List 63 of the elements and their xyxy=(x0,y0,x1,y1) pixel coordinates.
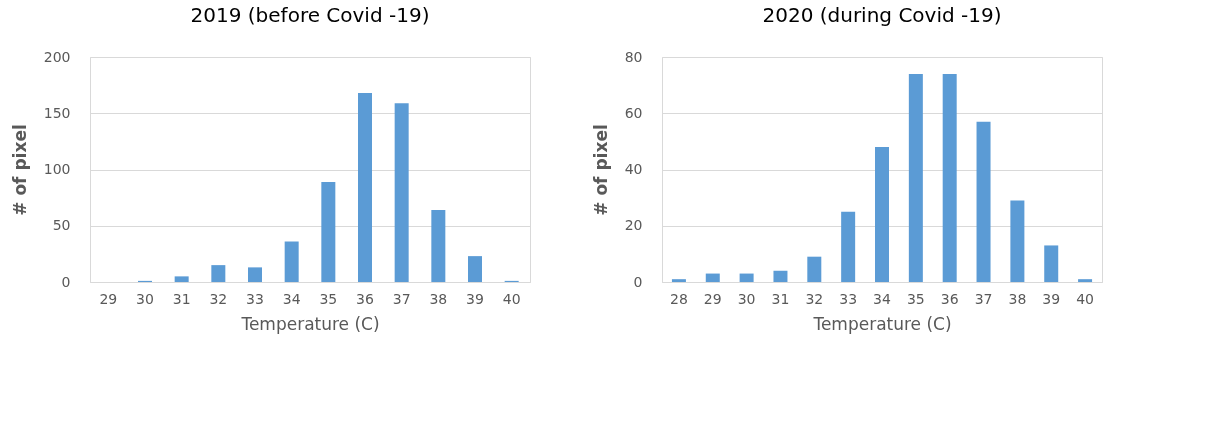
bar xyxy=(284,241,299,282)
x-tick-label: 36 xyxy=(940,290,959,307)
y-tick-label: 60 xyxy=(624,104,643,121)
y-tick-label: 100 xyxy=(43,161,71,177)
x-tick-label: 40 xyxy=(1076,290,1094,307)
x-tick-label: 32 xyxy=(209,290,228,307)
x-tick-label: 29 xyxy=(99,290,118,307)
y-axis-title: # of pixel xyxy=(590,124,611,216)
x-tick-label: 39 xyxy=(1042,290,1061,307)
x-tick-label: 31 xyxy=(771,290,790,307)
y-tick-label: 80 xyxy=(624,48,643,65)
x-axis-title: Temperature (C) xyxy=(240,313,380,334)
y-tick-label: 0 xyxy=(61,273,71,290)
x-tick-label: 30 xyxy=(737,290,756,307)
x-axis-title: Temperature (C) xyxy=(812,313,952,334)
y-tick-label: 200 xyxy=(43,48,71,65)
bar xyxy=(807,256,822,282)
bar xyxy=(875,147,889,282)
x-tick-label: 34 xyxy=(282,290,301,307)
bar xyxy=(468,256,482,282)
bar xyxy=(1010,200,1025,282)
x-tick-label: 39 xyxy=(466,290,484,307)
bar xyxy=(841,211,856,282)
x-tick-label: 33 xyxy=(839,290,858,307)
y-axis-title: # of pixel xyxy=(9,124,30,216)
x-tick-label: 37 xyxy=(974,290,993,307)
x-tick-label: 28 xyxy=(670,290,688,307)
bar xyxy=(908,73,923,282)
x-tick-label: 35 xyxy=(319,290,338,307)
x-tick-label: 38 xyxy=(429,290,448,307)
y-tick-label: 0 xyxy=(633,273,643,290)
bar xyxy=(248,267,262,282)
bar xyxy=(1078,279,1093,282)
bar xyxy=(321,181,336,282)
y-tick-label: 50 xyxy=(52,217,71,234)
chart-title: 2019 (before Covid -19) xyxy=(190,3,430,27)
x-tick-label: 40 xyxy=(502,290,521,307)
x-tick-label: 31 xyxy=(172,290,191,307)
x-tick-label: 30 xyxy=(136,290,154,307)
bar xyxy=(739,273,754,282)
y-tick-label: 40 xyxy=(624,161,643,177)
x-tick-label: 29 xyxy=(703,290,722,307)
bar xyxy=(431,210,446,282)
y-tick-label: 20 xyxy=(624,217,643,234)
chart-title: 2020 (during Covid -19) xyxy=(762,3,1002,27)
x-tick-label: 33 xyxy=(246,290,264,307)
x-tick-label: 37 xyxy=(392,290,411,307)
x-tick-label: 35 xyxy=(906,290,925,307)
x-tick-label: 32 xyxy=(805,290,824,307)
bar xyxy=(174,276,189,282)
bar xyxy=(705,273,720,282)
bar xyxy=(1044,245,1059,282)
y-tick-label: 150 xyxy=(43,104,71,121)
x-tick-label: 34 xyxy=(873,290,891,307)
bar xyxy=(211,265,226,282)
bar xyxy=(358,93,372,282)
x-tick-label: 36 xyxy=(356,290,374,307)
bar xyxy=(942,73,957,282)
bar xyxy=(773,270,788,282)
bar xyxy=(394,103,409,282)
bar xyxy=(976,121,991,282)
bar xyxy=(671,279,686,282)
x-tick-label: 38 xyxy=(1008,290,1027,307)
